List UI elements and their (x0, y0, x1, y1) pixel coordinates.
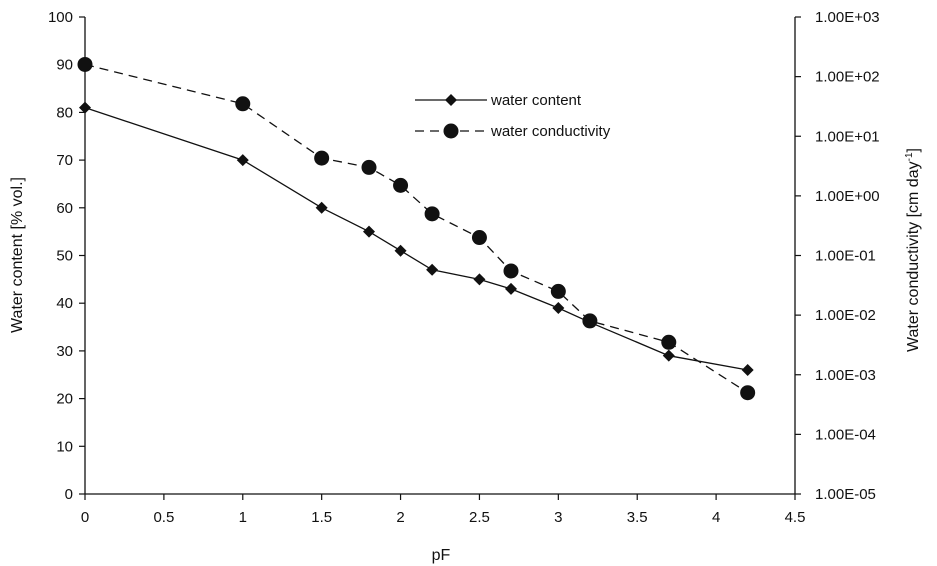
y-right-tick-label: 1.00E+00 (815, 188, 880, 205)
y-left-tick-label: 10 (56, 438, 73, 455)
y-left-tick-label: 90 (56, 57, 73, 74)
legend: water content water conductivity (415, 92, 611, 140)
data-point-water-content (394, 244, 407, 257)
y-left-tick-label: 60 (56, 200, 73, 217)
data-point-water-conductivity (314, 150, 330, 166)
y-axis-right-title-close: ] (905, 148, 922, 152)
data-point-water-content (363, 225, 375, 238)
y-right-tick-label: 1.00E+02 (815, 69, 880, 86)
legend-marker-water-content (445, 94, 457, 106)
y-axis-right-title-sup: -1 (904, 152, 915, 161)
x-tick-label: 2 (396, 509, 404, 526)
data-point-water-conductivity (361, 159, 377, 175)
x-tick-label: 3 (554, 509, 562, 526)
data-point-water-conductivity (471, 230, 487, 246)
y-left-tick-label: 20 (56, 391, 73, 408)
axes: 0 0.5 1 1.5 2 2.5 3 3.5 4 4.5 0 10 20 30 40 50 60 70 80 90 1… (48, 9, 880, 526)
x-tick-label: 2.5 (469, 509, 490, 526)
y-right-tick-label: 1.00E-01 (815, 248, 876, 265)
y-left-tick-label: 100 (48, 9, 73, 26)
data-point-water-conductivity (503, 263, 519, 279)
y-right-tick-label: 1.00E+01 (815, 128, 880, 145)
legend-marker-water-conductivity (443, 123, 459, 139)
x-tick-label: 0 (81, 509, 89, 526)
x-axis-title: pF (432, 547, 451, 564)
y-right-tick-label: 1.00E-02 (815, 307, 876, 324)
data-point-water-content (505, 282, 517, 295)
y-right-tick-label: 1.00E-03 (815, 367, 876, 384)
data-point-water-conductivity (393, 177, 409, 193)
data-point-water-content (473, 273, 486, 286)
data-point-water-content (315, 201, 328, 214)
series-markers (77, 56, 756, 401)
y-left-tick-label: 80 (56, 104, 73, 121)
y-right-tick-label: 1.00E-05 (815, 486, 876, 503)
y-right-tick-label: 1.00E-04 (815, 426, 876, 443)
data-point-water-content (741, 363, 754, 376)
x-tick-label: 0.5 (153, 509, 174, 526)
y-left-tick-label: 0 (65, 486, 73, 503)
x-tick-label: 4 (712, 509, 720, 526)
x-tick-label: 1 (239, 509, 247, 526)
y-left-tick-label: 30 (56, 343, 73, 360)
y-axis-left-title: Water content [% vol.] (9, 177, 26, 333)
data-point-water-content (236, 154, 249, 167)
series-line-water-conductivity (84, 63, 749, 394)
y-right-tick-label: 1.00E+03 (815, 9, 880, 26)
y-axis-right-title-main: Water conductivity [cm day (905, 161, 922, 352)
y-axis-right-title: Water conductivity [cm day-1] (904, 148, 922, 352)
data-point-water-conductivity (235, 96, 251, 112)
series-line-water-content (84, 106, 748, 371)
data-point-water-conductivity (661, 334, 677, 350)
series-lines (84, 63, 749, 394)
x-tick-label: 3.5 (627, 509, 648, 526)
x-tick-label: 1.5 (311, 509, 332, 526)
y-left-tick-label: 50 (56, 248, 73, 265)
data-point-water-conductivity (740, 385, 756, 401)
data-point-water-conductivity (77, 56, 93, 72)
x-tick-label: 4.5 (785, 509, 806, 526)
data-point-water-conductivity (582, 313, 598, 329)
y-left-tick-label: 70 (56, 152, 73, 169)
legend-label-water-conductivity: water conductivity (490, 123, 611, 140)
y-left-tick-label: 40 (56, 295, 73, 312)
data-point-water-conductivity (424, 206, 440, 222)
data-point-water-content (426, 263, 439, 276)
data-point-water-content (79, 101, 91, 114)
legend-label-water-content: water content (490, 92, 582, 109)
data-point-water-content (552, 301, 565, 314)
data-point-water-content (662, 349, 675, 362)
data-point-water-conductivity (550, 283, 566, 299)
